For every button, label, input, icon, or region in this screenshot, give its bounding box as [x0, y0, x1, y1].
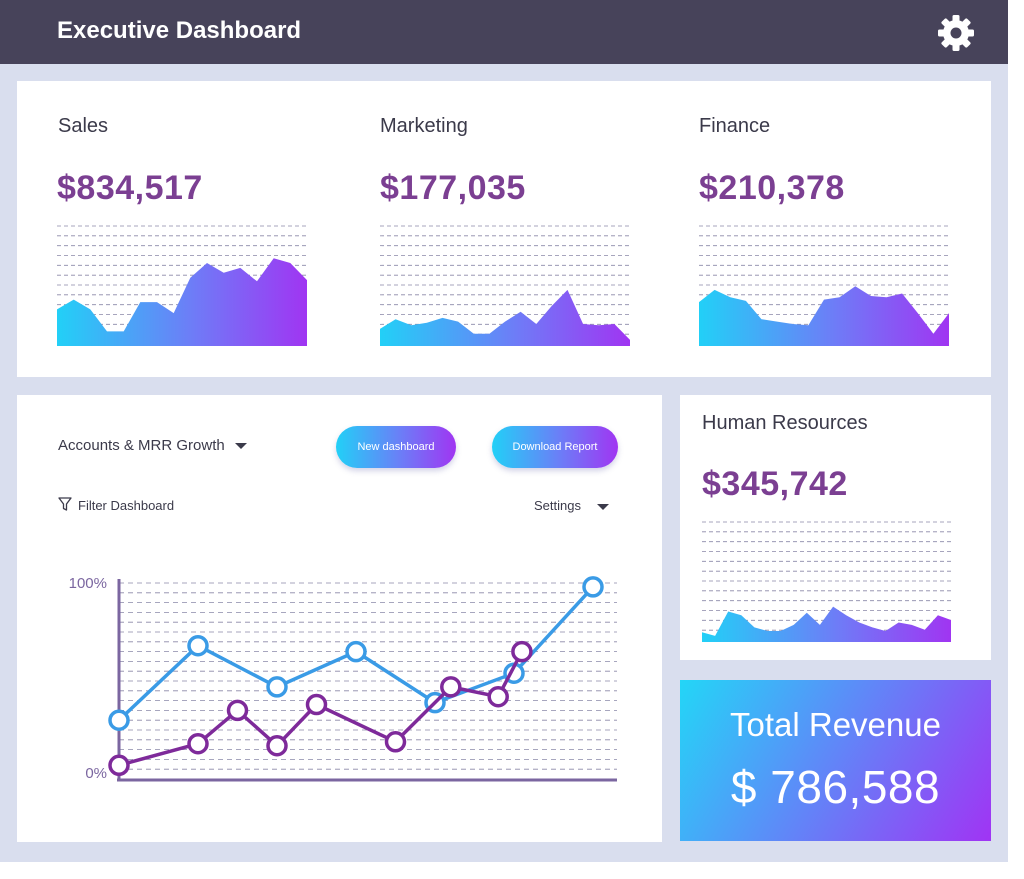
y-tick-label: 100%: [69, 575, 107, 592]
growth-panel: Accounts & MRR Growth New dashboard Down…: [17, 395, 662, 842]
filter-dashboard-label: Filter Dashboard: [78, 498, 175, 513]
data-point-mrr: [384, 731, 407, 753]
spark-area: [702, 606, 951, 642]
kpi-label-hr: Human Resources: [702, 412, 868, 434]
data-point-accounts: [187, 634, 209, 657]
hr-sparkline: [702, 521, 951, 642]
kpi-value-finance: $210,378: [699, 169, 845, 207]
filter-dashboard[interactable]: Filter Dashboard: [58, 497, 174, 513]
app-title: Executive Dashboard: [57, 17, 302, 44]
download-report-button[interactable]: Download Report: [492, 426, 618, 468]
kpi-label-sales: Sales: [58, 115, 109, 137]
data-point-mrr: [187, 732, 209, 755]
data-point-accounts: [108, 709, 130, 731]
filter-icon: [58, 497, 72, 511]
data-point-mrr: [487, 685, 509, 708]
kpi-value-hr: $345,742: [702, 465, 848, 503]
growth-dropdown[interactable]: Accounts & MRR Growth: [58, 437, 247, 454]
spark-area: [699, 286, 949, 346]
kpi-label-finance: Finance: [699, 115, 771, 137]
new-dashboard-button[interactable]: New dashboard: [336, 426, 456, 468]
data-point-mrr: [440, 676, 462, 698]
chevron-down-icon: [596, 503, 609, 510]
data-point-mrr: [226, 699, 249, 722]
finance-sparkline: [699, 225, 949, 346]
sales-sparkline: [57, 225, 307, 346]
total-revenue-value: $ 786,588: [730, 761, 941, 813]
total-revenue-title: Total Revenue: [730, 706, 941, 743]
gear-icon[interactable]: [937, 14, 975, 52]
data-point-mrr: [266, 734, 288, 757]
data-point-mrr: [511, 640, 533, 663]
chevron-down-icon: [234, 443, 247, 450]
spark-area: [57, 258, 307, 346]
kpi-value-marketing: $177,035: [380, 169, 526, 207]
y-tick-label: 0%: [85, 765, 107, 782]
data-point-accounts: [582, 576, 604, 598]
growth-line-chart: 0% 100%: [69, 575, 617, 782]
data-point-mrr: [108, 754, 130, 777]
data-point-accounts: [345, 640, 367, 663]
marketing-sparkline: [380, 225, 630, 346]
data-point-mrr: [305, 693, 328, 716]
kpi-value-sales: $834,517: [57, 169, 203, 207]
header-bar: Executive Dashboard: [0, 0, 1008, 64]
settings-dropdown-label: Settings: [534, 498, 581, 513]
hr-panel: Human Resources $345,742: [680, 395, 991, 660]
kpi-label-marketing: Marketing: [380, 115, 468, 137]
total-revenue-card: Total Revenue $ 786,588: [680, 680, 991, 841]
settings-dropdown[interactable]: Settings: [534, 498, 609, 513]
data-point-accounts: [266, 676, 288, 698]
kpi-panel: Sales $834,517 Marketing $177,035 Financ…: [17, 81, 991, 377]
growth-dropdown-label: Accounts & MRR Growth: [58, 437, 225, 454]
spark-area: [380, 289, 630, 346]
